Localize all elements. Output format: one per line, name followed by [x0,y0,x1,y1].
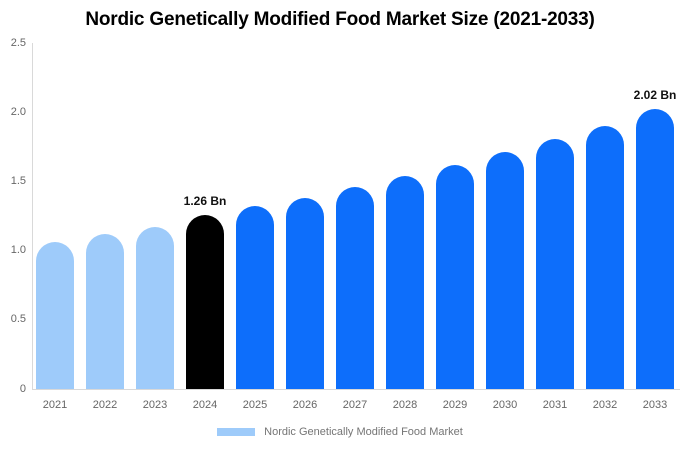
legend-swatch [217,428,256,436]
x-tick-2033: 2033 [642,399,668,411]
x-tick-2029: 2029 [442,399,468,411]
x-tick-2030: 2030 [492,399,518,411]
chart-title: Nordic Genetically Modified Food Market … [85,9,595,30]
bar-2031 [536,138,574,389]
x-tick-2025: 2025 [242,399,268,411]
bar-2033 [636,109,674,389]
bar-2022 [86,234,124,389]
y-tick-0: 0 [19,382,26,395]
bar-2029 [436,164,474,389]
x-tick-2031: 2031 [542,399,568,411]
bar-2027 [336,186,374,389]
data-label-2033: 2.02 Bn [633,88,677,103]
bar-2026 [286,198,324,389]
x-tick-2026: 2026 [292,399,318,411]
x-tick-2032: 2032 [592,399,618,411]
bar-2030 [486,152,524,389]
plot-area: 1.26 Bn 2.02 Bn [32,43,680,390]
y-tick-2.5: 2.5 [10,36,26,49]
legend: Nordic Genetically Modified Food Market [0,424,680,440]
bar-2032 [586,126,624,389]
legend-label: Nordic Genetically Modified Food Market [264,426,463,438]
y-tick-0.5: 0.5 [10,313,26,326]
x-tick-2023: 2023 [142,399,168,411]
bar-2023 [136,227,174,389]
x-tick-2027: 2027 [342,399,368,411]
x-tick-2028: 2028 [392,399,418,411]
bar-2025 [236,206,274,389]
y-tick-1.0: 1.0 [10,244,26,257]
bar-2028 [386,175,424,389]
y-tick-1.5: 1.5 [10,174,26,187]
y-tick-2.0: 2.0 [10,105,26,118]
x-tick-2024: 2024 [192,399,218,411]
x-tick-2022: 2022 [92,399,118,411]
data-label-2024: 1.26 Bn [183,193,227,208]
x-tick-2021: 2021 [42,399,68,411]
bar-2024 [186,214,224,389]
bar-2021 [36,242,74,389]
